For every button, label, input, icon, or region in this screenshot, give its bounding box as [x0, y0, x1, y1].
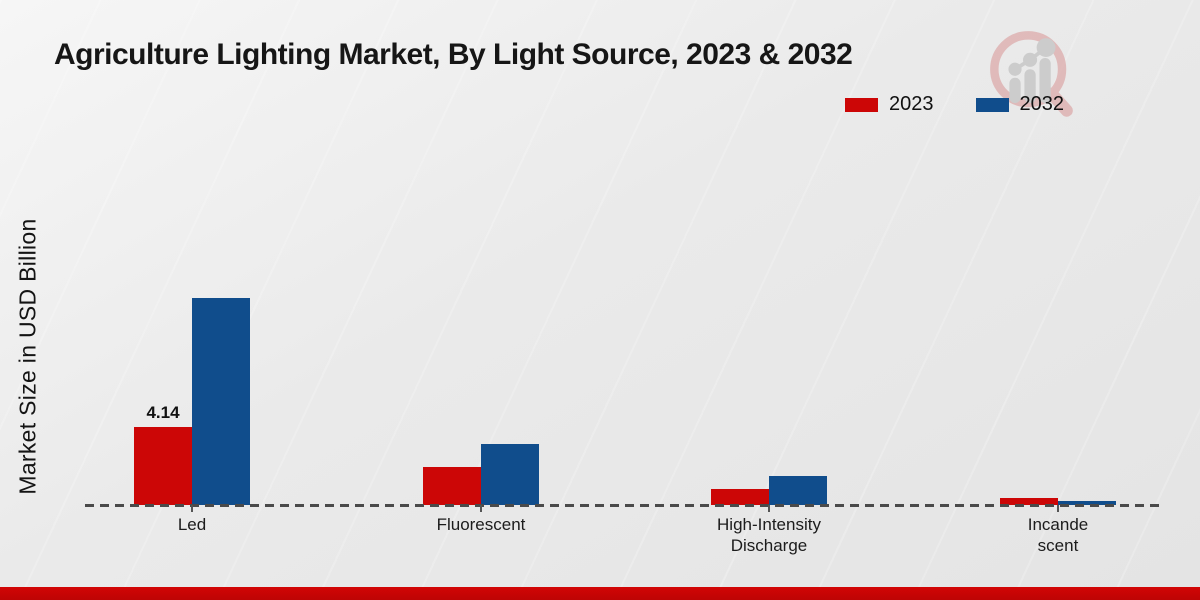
category-label-0: Led	[177, 515, 207, 534]
x-axis-tick-3	[1057, 505, 1059, 512]
category-label-3: Incande scent	[1027, 515, 1089, 556]
legend-swatch-series-1	[975, 97, 1009, 112]
x-axis-tick-0	[191, 505, 193, 512]
bar-2032-category-2	[769, 476, 827, 505]
x-axis-tick-2	[768, 505, 770, 512]
bar-2023-category-1	[423, 467, 481, 505]
bar-2023-category-3	[1000, 498, 1058, 505]
bar-2023-category-0	[134, 427, 192, 505]
chart-title: Agriculture Lighting Market, By Light So…	[54, 38, 853, 71]
bar-2023-category-2	[711, 489, 769, 505]
legend-swatch-series-0	[845, 97, 878, 112]
magnifier-growth-chart-logo-icon	[990, 31, 1073, 117]
legend-label-series-1: 2032	[1019, 93, 1065, 115]
bar-2032-category-0	[192, 298, 250, 505]
bar-value-label: 4.14	[146, 403, 180, 422]
legend-item-series-1: 2032	[975, 93, 1065, 116]
footer-accent-bar	[0, 587, 1200, 600]
category-label-1: Fluorescent	[436, 515, 526, 534]
x-axis-tick-1	[480, 505, 482, 512]
category-label-2: High-Intensity Discharge	[717, 515, 821, 556]
bar-2032-category-3	[1058, 501, 1116, 505]
x-axis-baseline	[85, 504, 1164, 507]
legend: 2023 2032	[845, 93, 1064, 116]
legend-item-series-0: 2023	[845, 93, 934, 116]
legend-label-series-0: 2023	[889, 93, 934, 115]
bar-2032-category-1	[481, 444, 539, 505]
